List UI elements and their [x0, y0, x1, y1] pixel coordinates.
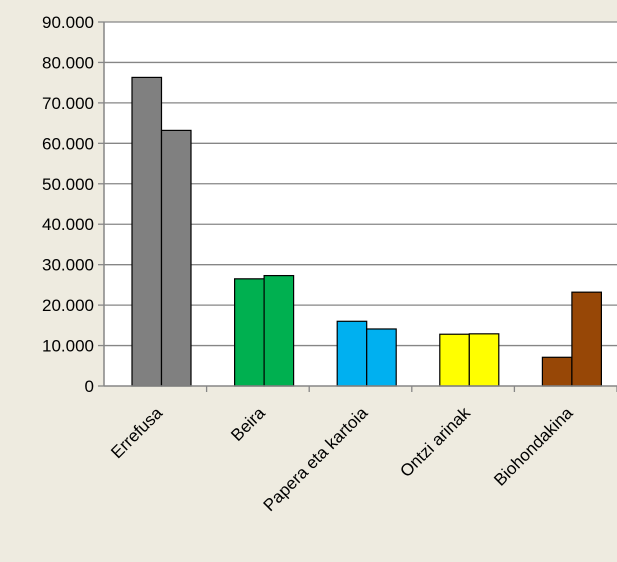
- y-tick-label: 90.000: [42, 13, 94, 32]
- x-tick-label: Errefusa: [107, 403, 166, 462]
- bar: [160, 129, 192, 387]
- y-tick-label: 50.000: [42, 175, 94, 194]
- bar: [336, 320, 368, 387]
- y-tick-label: 40.000: [42, 215, 94, 234]
- bar: [571, 291, 603, 387]
- y-tick-label: 30.000: [42, 256, 94, 275]
- y-tick-label: 80.000: [42, 53, 94, 72]
- y-tick-label: 70.000: [42, 94, 94, 113]
- bar: [234, 278, 265, 387]
- bars: [131, 76, 603, 387]
- x-tick-label: Beira: [227, 403, 269, 445]
- bar: [263, 274, 295, 387]
- bar: [541, 356, 573, 387]
- x-tick-label: Papera eta kartoia: [260, 403, 372, 515]
- y-axis-ticks: 0 10.000 20.000 30.000 40.000 50.000 60.000 70.…: [42, 13, 104, 396]
- bar: [366, 328, 397, 387]
- y-tick-label: 0: [85, 377, 94, 396]
- x-tick-label: Ontzi arinak: [396, 403, 474, 481]
- y-tick-label: 20.000: [42, 296, 94, 315]
- y-tick-label: 10.000: [42, 337, 94, 356]
- bar: [439, 333, 470, 387]
- bar: [468, 333, 500, 387]
- y-tick-label: 60.000: [42, 134, 94, 153]
- bar: [131, 76, 163, 387]
- x-tick-label: Biohondakina: [490, 403, 577, 490]
